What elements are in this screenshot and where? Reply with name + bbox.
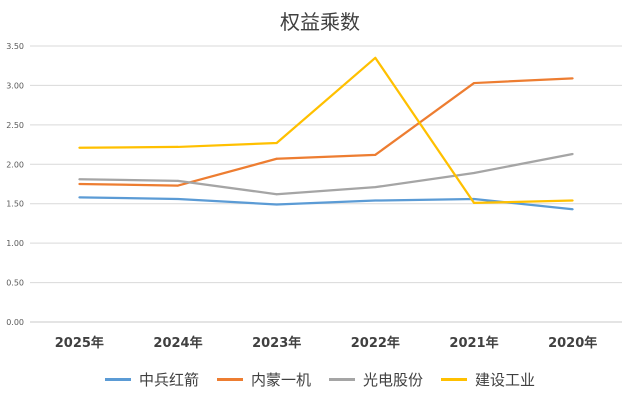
series-line <box>79 77 573 187</box>
data-point <box>78 183 81 185</box>
data-point <box>473 197 475 200</box>
x-axis-ticks: 2025年 2024年 2023年 2022年 2021年 2020年 <box>55 335 598 351</box>
legend-label: 建设工业 <box>475 371 536 389</box>
data-point <box>177 197 179 200</box>
legend-label: 光电股份 <box>363 371 424 389</box>
data-point <box>374 153 377 156</box>
y-tick-label: 3.00 <box>6 81 24 90</box>
gridlines <box>30 45 622 323</box>
y-tick-label: 2.50 <box>6 121 24 130</box>
data-point <box>275 157 278 160</box>
x-tick-label: 2020年 <box>548 335 597 351</box>
data-point <box>473 171 475 174</box>
legend-swatch <box>441 378 468 381</box>
x-tick-label: 2025年 <box>55 335 104 351</box>
legend-label: 内蒙一机 <box>250 371 311 389</box>
series-lines <box>78 56 574 211</box>
y-axis-ticks: 0.00 0.50 1.00 1.50 2.00 2.50 3.00 3.50 <box>6 42 24 327</box>
data-point <box>275 193 278 196</box>
y-tick-label: 0.00 <box>6 318 24 327</box>
legend: 中兵红箭 内蒙一机 光电股份 建设工业 <box>0 369 640 390</box>
data-point <box>78 196 81 199</box>
data-point <box>374 199 377 202</box>
data-point <box>275 203 278 206</box>
data-point <box>78 146 81 149</box>
chart-title: 权益乘数 <box>280 10 360 34</box>
legend-item: 内蒙一机 <box>216 369 311 390</box>
data-point <box>177 179 179 182</box>
data-point <box>473 82 475 85</box>
data-point <box>571 77 574 80</box>
legend-item: 建设工业 <box>441 369 535 390</box>
x-tick-label: 2024年 <box>153 335 202 351</box>
data-point <box>78 178 81 181</box>
x-tick-label: 2023年 <box>252 335 301 351</box>
legend-swatch <box>329 378 355 381</box>
data-point <box>177 184 179 187</box>
data-point <box>374 186 377 189</box>
data-point <box>571 199 574 202</box>
legend-label: 中兵红箭 <box>138 371 199 389</box>
y-tick-label: 0.50 <box>6 279 24 288</box>
legend-item: 中兵红箭 <box>104 369 199 390</box>
data-point <box>473 201 475 204</box>
series-line <box>79 56 573 205</box>
y-tick-label: 2.00 <box>6 160 24 169</box>
series-line <box>79 196 573 211</box>
data-point <box>275 141 278 144</box>
legend-item: 光电股份 <box>329 369 423 390</box>
legend-swatch <box>104 378 131 381</box>
data-point <box>571 208 574 211</box>
data-point <box>571 153 574 156</box>
y-tick-label: 3.50 <box>6 42 24 51</box>
data-point <box>374 56 377 59</box>
y-tick-label: 1.00 <box>6 239 24 248</box>
x-tick-label: 2021年 <box>449 335 498 351</box>
y-tick-label: 1.50 <box>6 200 24 209</box>
legend-swatch <box>216 378 243 381</box>
x-tick-label: 2022年 <box>351 335 400 351</box>
data-point <box>177 145 179 148</box>
series-line <box>79 152 573 196</box>
